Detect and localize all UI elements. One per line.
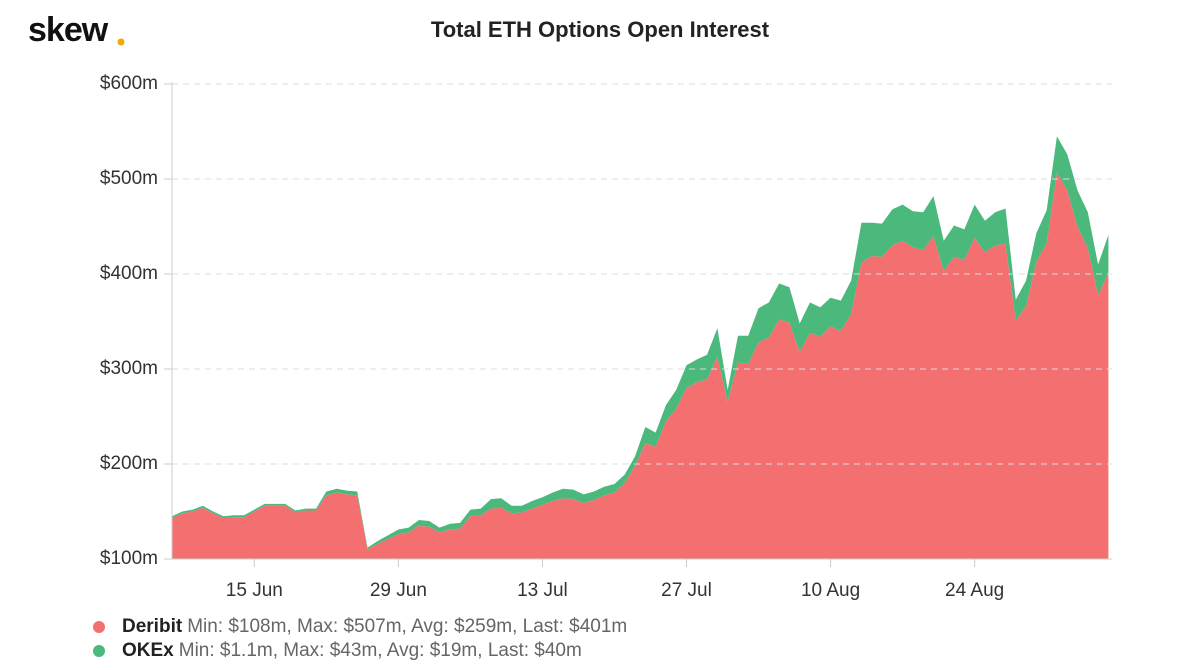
y-tick-label: $200m xyxy=(100,453,158,474)
legend-marker xyxy=(93,645,105,657)
legend-stats: Min: $1.1m, Max: $43m, Avg: $19m, Last: … xyxy=(179,640,582,661)
y-tick-label: $400m xyxy=(100,263,158,284)
y-tick-label: $300m xyxy=(100,358,158,379)
logo: skew xyxy=(28,11,109,49)
y-tick-label: $600m xyxy=(100,73,158,94)
legend-label: Deribit xyxy=(122,616,183,637)
x-tick-label: 24 Aug xyxy=(945,580,1004,601)
area xyxy=(172,172,1109,559)
x-tick-label: 10 Aug xyxy=(801,580,860,601)
legend-stats: Min: $108m, Max: $507m, Avg: $259m, Last… xyxy=(187,616,627,637)
x-tick-label: 27 Jul xyxy=(661,580,712,601)
chart-title: Total ETH Options Open Interest xyxy=(431,17,770,42)
legend-label: OKEx xyxy=(122,640,174,661)
y-tick-label: $100m xyxy=(100,548,158,569)
area xyxy=(172,136,1109,550)
x-tick-label: 15 Jun xyxy=(226,580,283,601)
y-tick-label: $500m xyxy=(100,168,158,189)
legend-marker xyxy=(93,621,105,633)
x-tick-label: 13 Jul xyxy=(517,580,568,601)
logo-dot xyxy=(117,38,125,46)
x-tick-label: 29 Jun xyxy=(370,580,427,601)
